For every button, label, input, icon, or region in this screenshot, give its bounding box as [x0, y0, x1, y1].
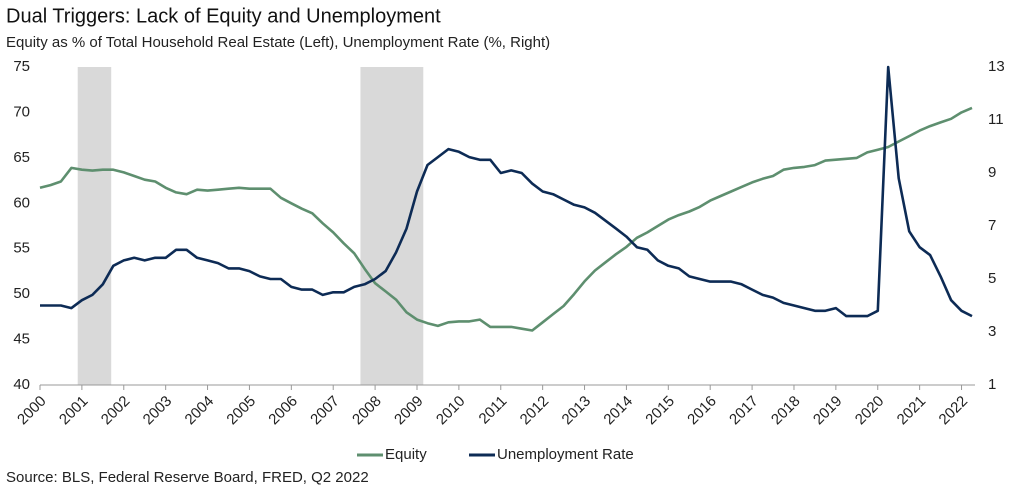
chart-subtitle: Equity as % of Total Household Real Esta… — [6, 34, 550, 51]
x-tick-label: 2001 — [56, 393, 92, 429]
legend-label: Unemployment Rate — [497, 446, 634, 463]
y-tick-label: 50 — [13, 285, 30, 302]
x-tick-label: 2012 — [517, 393, 553, 429]
x-tick-label: 2000 — [14, 393, 50, 429]
x-tick-label: 2019 — [810, 393, 846, 429]
x-tick-label: 2003 — [140, 393, 176, 429]
x-tick-label: 2009 — [391, 393, 427, 429]
y-tick-label: 70 — [13, 103, 30, 120]
x-tick-label: 2002 — [98, 393, 134, 429]
y2-tick-label: 9 — [988, 164, 996, 181]
source: Source: BLS, Federal Reserve Board, FRED… — [6, 469, 369, 486]
x-tick-label: 2010 — [433, 393, 469, 429]
x-tick-label: 2016 — [684, 393, 720, 429]
y2-tick-label: 3 — [988, 323, 996, 340]
y-tick-label: 65 — [13, 149, 30, 166]
x-tick-label: 2021 — [894, 393, 930, 429]
y-tick-label: 45 — [13, 331, 30, 348]
chart-title: Dual Triggers: Lack of Equity and Unempl… — [6, 5, 441, 27]
y-tick-label: 40 — [13, 376, 30, 393]
x-tick-label: 2022 — [936, 393, 972, 429]
y2-tick-label: 5 — [988, 270, 996, 287]
y-tick-label: 55 — [13, 240, 30, 257]
series-line — [40, 65, 973, 318]
x-tick-label: 2007 — [307, 393, 343, 429]
x-tick-label: 2018 — [768, 393, 804, 429]
x-tick-label: 2006 — [265, 393, 301, 429]
x-tick-label: 2017 — [726, 393, 762, 429]
x-tick-label: 2020 — [852, 393, 888, 429]
y2-tick-label: 7 — [988, 217, 996, 234]
y-tick-label: 75 — [13, 58, 30, 75]
recession-band — [77, 67, 112, 385]
y-tick-label: 60 — [13, 194, 30, 211]
x-tick-label: 2011 — [476, 393, 511, 428]
x-tick-label: 2014 — [600, 393, 636, 429]
legend-label: Equity — [385, 446, 427, 463]
x-tick-label: 2015 — [642, 393, 678, 429]
y2-tick-label: 1 — [988, 376, 996, 393]
recession-band — [360, 67, 424, 385]
x-tick-label: 2004 — [182, 393, 218, 429]
series-line — [39, 106, 973, 332]
y2-tick-label: 13 — [988, 58, 1005, 75]
y2-tick-label: 11 — [988, 111, 1004, 128]
x-tick-label: 2013 — [559, 393, 595, 429]
x-tick-label: 2005 — [223, 393, 259, 429]
x-tick-label: 2008 — [349, 393, 385, 429]
